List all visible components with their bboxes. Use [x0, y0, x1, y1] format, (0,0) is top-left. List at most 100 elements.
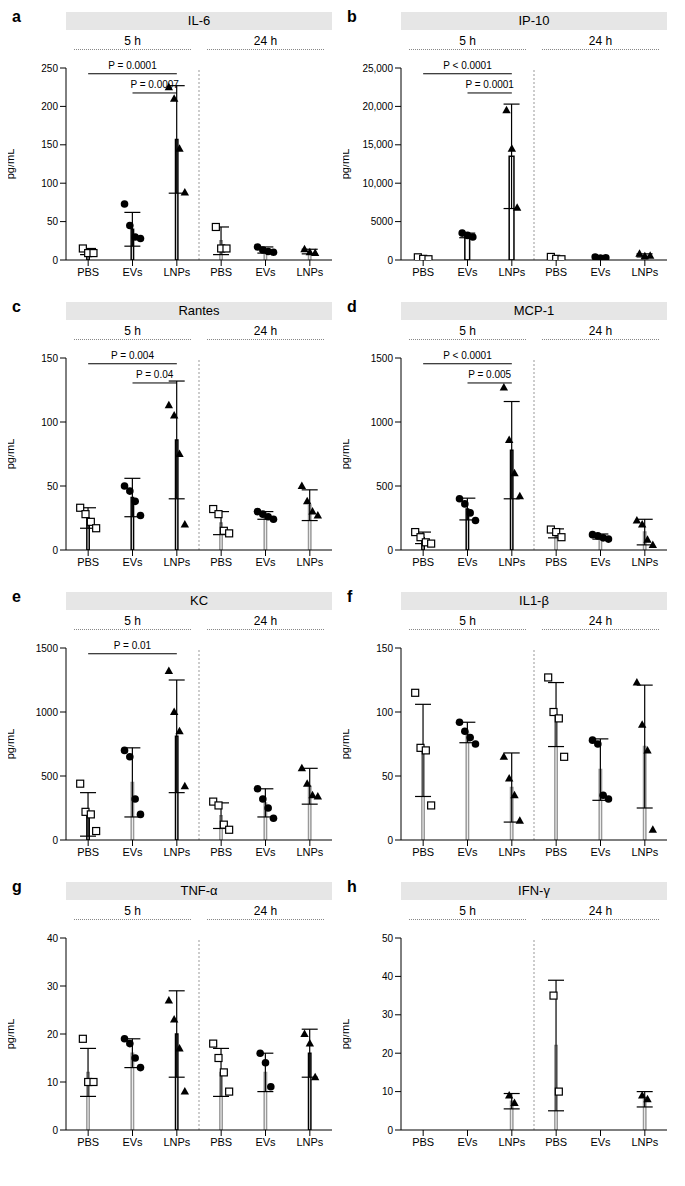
svg-text:0: 0	[387, 255, 393, 266]
svg-text:PBS: PBS	[210, 1136, 232, 1148]
svg-text:P < 0.0001: P < 0.0001	[443, 350, 492, 361]
svg-text:pg/mL: pg/mL	[8, 439, 16, 470]
svg-text:EVs: EVs	[590, 846, 611, 858]
svg-text:LNPs: LNPs	[163, 846, 190, 858]
svg-text:EVs: EVs	[457, 266, 478, 278]
svg-text:EVs: EVs	[255, 846, 276, 858]
svg-text:EVs: EVs	[457, 1136, 478, 1148]
svg-text:1000: 1000	[371, 417, 394, 428]
svg-text:PBS: PBS	[545, 266, 567, 278]
svg-text:LNPs: LNPs	[631, 1136, 658, 1148]
svg-text:5000: 5000	[371, 216, 394, 227]
svg-text:PBS: PBS	[545, 846, 567, 858]
svg-text:PBS: PBS	[77, 556, 99, 568]
svg-text:P = 0.04: P = 0.04	[136, 369, 174, 380]
svg-text:LNPs: LNPs	[631, 846, 658, 858]
svg-text:0: 0	[52, 835, 58, 846]
svg-text:100: 100	[41, 178, 58, 189]
svg-text:10,000: 10,000	[362, 178, 393, 189]
svg-text:pg/mL: pg/mL	[343, 149, 351, 180]
svg-text:P = 0.005: P = 0.005	[468, 369, 511, 380]
svg-text:50: 50	[47, 216, 59, 227]
svg-text:EVs: EVs	[590, 1136, 611, 1148]
svg-text:pg/mL: pg/mL	[8, 149, 16, 180]
svg-text:P = 0.0007: P = 0.0007	[130, 79, 179, 90]
svg-text:LNPs: LNPs	[631, 556, 658, 568]
svg-text:LNPs: LNPs	[498, 846, 525, 858]
svg-text:500: 500	[41, 771, 58, 782]
svg-text:150: 150	[41, 353, 58, 364]
svg-text:PBS: PBS	[77, 846, 99, 858]
svg-text:LNPs: LNPs	[163, 266, 190, 278]
svg-text:500: 500	[376, 481, 393, 492]
svg-text:50: 50	[47, 481, 59, 492]
svg-text:LNPs: LNPs	[296, 1136, 323, 1148]
svg-text:30: 30	[382, 1009, 394, 1020]
svg-text:1500: 1500	[36, 643, 59, 654]
svg-text:PBS: PBS	[210, 266, 232, 278]
svg-text:250: 250	[41, 63, 58, 74]
svg-text:10: 10	[382, 1086, 394, 1097]
svg-text:0: 0	[387, 545, 393, 556]
svg-text:150: 150	[376, 643, 393, 654]
svg-text:50: 50	[382, 933, 394, 944]
svg-text:1000: 1000	[36, 707, 59, 718]
svg-text:40: 40	[47, 933, 59, 944]
svg-text:EVs: EVs	[122, 556, 143, 568]
svg-text:P = 0.004: P = 0.004	[111, 350, 154, 361]
svg-text:10: 10	[47, 1077, 59, 1088]
svg-text:EVs: EVs	[255, 556, 276, 568]
svg-text:100: 100	[376, 707, 393, 718]
svg-text:EVs: EVs	[255, 1136, 276, 1148]
svg-text:EVs: EVs	[122, 266, 143, 278]
svg-text:LNPs: LNPs	[498, 266, 525, 278]
svg-text:0: 0	[52, 255, 58, 266]
svg-text:P < 0.0001: P < 0.0001	[443, 60, 492, 71]
svg-text:PBS: PBS	[77, 1136, 99, 1148]
svg-text:25,000: 25,000	[362, 63, 393, 74]
svg-text:1500: 1500	[371, 353, 394, 364]
svg-text:15,000: 15,000	[362, 139, 393, 150]
svg-text:40: 40	[382, 971, 394, 982]
svg-text:LNPs: LNPs	[163, 556, 190, 568]
svg-text:pg/mL: pg/mL	[8, 1019, 16, 1050]
svg-text:PBS: PBS	[545, 556, 567, 568]
svg-text:EVs: EVs	[590, 556, 611, 568]
svg-text:LNPs: LNPs	[296, 266, 323, 278]
svg-text:30: 30	[47, 981, 59, 992]
svg-text:EVs: EVs	[122, 846, 143, 858]
svg-text:pg/mL: pg/mL	[8, 729, 16, 760]
svg-text:100: 100	[41, 417, 58, 428]
svg-text:PBS: PBS	[412, 266, 434, 278]
svg-text:LNPs: LNPs	[296, 556, 323, 568]
svg-text:150: 150	[41, 139, 58, 150]
svg-text:20: 20	[47, 1029, 59, 1040]
svg-text:EVs: EVs	[457, 556, 478, 568]
svg-text:PBS: PBS	[412, 1136, 434, 1148]
svg-text:PBS: PBS	[545, 1136, 567, 1148]
svg-text:0: 0	[52, 545, 58, 556]
svg-text:EVs: EVs	[122, 1136, 143, 1148]
svg-text:PBS: PBS	[210, 556, 232, 568]
svg-text:50: 50	[382, 771, 394, 782]
svg-text:P = 0.0001: P = 0.0001	[465, 79, 514, 90]
svg-text:pg/mL: pg/mL	[343, 1019, 351, 1050]
svg-text:LNPs: LNPs	[163, 1136, 190, 1148]
svg-text:20,000: 20,000	[362, 101, 393, 112]
svg-text:200: 200	[41, 101, 58, 112]
svg-text:LNPs: LNPs	[631, 266, 658, 278]
svg-text:EVs: EVs	[457, 846, 478, 858]
svg-text:20: 20	[382, 1048, 394, 1059]
svg-text:LNPs: LNPs	[498, 1136, 525, 1148]
svg-text:pg/mL: pg/mL	[343, 439, 351, 470]
svg-text:0: 0	[387, 1125, 393, 1136]
svg-text:pg/mL: pg/mL	[343, 729, 351, 760]
svg-text:PBS: PBS	[412, 556, 434, 568]
svg-text:P = 0.0001: P = 0.0001	[108, 60, 157, 71]
svg-text:PBS: PBS	[210, 846, 232, 858]
svg-text:0: 0	[52, 1125, 58, 1136]
svg-text:EVs: EVs	[255, 266, 276, 278]
svg-text:PBS: PBS	[412, 846, 434, 858]
svg-text:PBS: PBS	[77, 266, 99, 278]
svg-text:LNPs: LNPs	[296, 846, 323, 858]
